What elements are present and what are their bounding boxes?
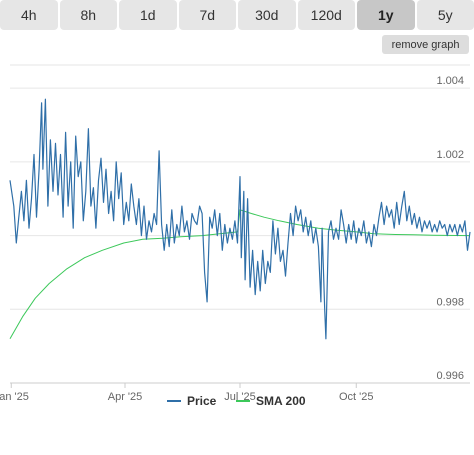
tab-4h[interactable]: 4h xyxy=(0,0,58,30)
sma-series-line xyxy=(9,209,471,340)
tab-7d[interactable]: 7d xyxy=(178,0,236,30)
y-tick-label: 0.996 xyxy=(436,370,464,382)
legend-item-price: Price xyxy=(187,394,217,408)
price-series-line xyxy=(9,98,471,340)
timeframe-tabs: 4h 8h 1d 7d 30d 120d 1y 5y xyxy=(0,0,474,30)
x-tick-label: Oct '25 xyxy=(339,391,374,403)
tab-120d[interactable]: 120d xyxy=(297,0,355,30)
remove-graph-button[interactable]: remove graph xyxy=(382,35,469,54)
tab-1d[interactable]: 1d xyxy=(119,0,177,30)
x-tick-label: Jan '25 xyxy=(0,391,29,403)
tab-1y[interactable]: 1y xyxy=(357,0,415,30)
legend-item-sma: SMA 200 xyxy=(256,394,306,408)
y-tick-label: 0.998 xyxy=(436,296,464,308)
y-tick-label: 1.004 xyxy=(436,75,464,87)
y-tick-label: 1.002 xyxy=(436,149,464,161)
tab-5y[interactable]: 5y xyxy=(416,0,474,30)
x-tick-label: Apr '25 xyxy=(108,391,143,403)
tab-30d[interactable]: 30d xyxy=(238,0,296,30)
tab-8h[interactable]: 8h xyxy=(59,0,117,30)
